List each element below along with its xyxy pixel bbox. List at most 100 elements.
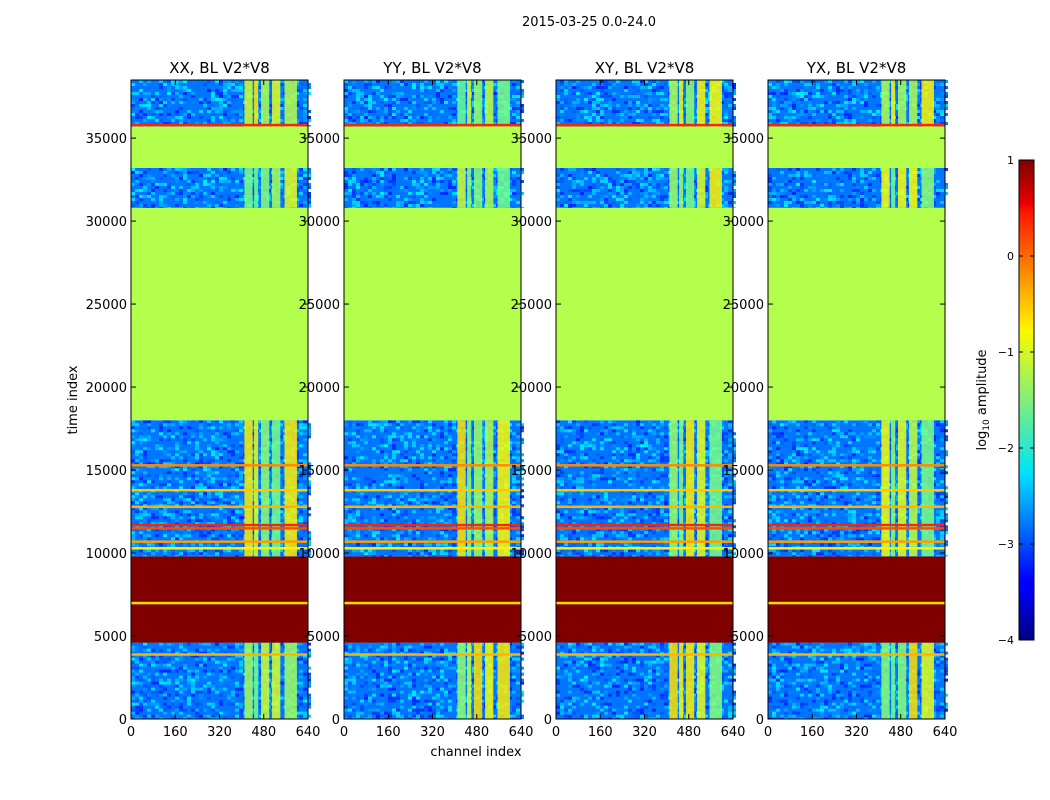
noise-cell xyxy=(384,465,388,469)
noise-cell xyxy=(299,681,303,685)
noise-cell xyxy=(372,507,376,511)
noise-cell xyxy=(424,543,428,547)
noise-cell xyxy=(211,438,215,442)
noise-cell xyxy=(492,528,496,532)
noise-cell xyxy=(139,197,143,201)
noise-cell xyxy=(432,182,436,186)
noise-cell xyxy=(163,552,167,556)
noise-cell xyxy=(440,711,444,715)
noise-cell xyxy=(372,80,376,83)
noise-cell xyxy=(388,188,392,192)
noise-cell xyxy=(512,80,516,83)
noise-cell xyxy=(412,429,416,433)
noise-cell xyxy=(151,191,155,195)
noise-cell xyxy=(231,122,235,125)
noise-cell xyxy=(147,519,151,523)
x-tick-label: 0 xyxy=(127,725,135,740)
noise-cell xyxy=(155,474,159,478)
noise-cell xyxy=(364,206,368,208)
noise-cell xyxy=(344,516,348,520)
noise-cell xyxy=(211,191,215,195)
noise-cell xyxy=(368,654,372,658)
noise-cell xyxy=(464,459,468,463)
noise-cell xyxy=(187,681,191,685)
noise-cell xyxy=(307,486,311,490)
noise-cell xyxy=(167,693,171,697)
noise-cell xyxy=(147,672,151,676)
noise-cell xyxy=(279,119,283,122)
noise-cell xyxy=(516,107,520,110)
noise-cell xyxy=(227,176,231,180)
noise-cell xyxy=(396,516,400,520)
noise-cell xyxy=(251,486,255,490)
noise-cell xyxy=(392,80,396,83)
noise-cell xyxy=(175,119,179,122)
noise-cell xyxy=(372,182,376,186)
noise-cell xyxy=(147,477,151,481)
noise-cell xyxy=(424,666,428,670)
noise-cell xyxy=(448,438,452,442)
noise-cell xyxy=(424,83,428,86)
noise-cell xyxy=(307,684,311,688)
noise-cell xyxy=(179,194,183,198)
noise-cell xyxy=(512,98,516,101)
noise-cell xyxy=(279,200,283,204)
noise-cell xyxy=(344,173,348,177)
noise-cell xyxy=(424,191,428,195)
noise-cell xyxy=(368,185,372,189)
noise-cell xyxy=(187,702,191,706)
rfi-band xyxy=(254,642,259,719)
noise-cell xyxy=(239,197,243,201)
noise-cell xyxy=(508,179,512,183)
noise-cell xyxy=(436,95,440,98)
noise-cell xyxy=(508,684,512,688)
noise-cell xyxy=(360,438,364,442)
noise-cell xyxy=(452,194,456,198)
rfi-band xyxy=(284,80,297,127)
noise-cell xyxy=(508,519,512,523)
noise-cell xyxy=(219,534,223,538)
noise-cell xyxy=(175,684,179,688)
noise-cell xyxy=(368,549,372,553)
noise-cell xyxy=(512,170,516,174)
noise-cell xyxy=(416,95,420,98)
noise-cell xyxy=(251,672,255,676)
noise-cell xyxy=(400,435,404,439)
noise-cell xyxy=(215,537,219,541)
noise-cell xyxy=(203,687,207,691)
noise-cell xyxy=(344,191,348,195)
noise-cell xyxy=(139,669,143,673)
noise-cell xyxy=(207,465,211,469)
noise-cell xyxy=(143,555,147,557)
noise-cell xyxy=(344,176,348,180)
noise-cell xyxy=(231,83,235,86)
noise-cell xyxy=(207,173,211,177)
noise-cell xyxy=(167,663,171,667)
noise-cell xyxy=(299,459,303,463)
noise-cell xyxy=(159,663,163,667)
noise-cell xyxy=(400,459,404,463)
noise-cell xyxy=(416,176,420,180)
noise-cell xyxy=(199,453,203,457)
noise-cell xyxy=(512,182,516,186)
noise-cell xyxy=(508,552,512,556)
noise-cell xyxy=(187,507,191,511)
noise-cell xyxy=(380,194,384,198)
noise-cell xyxy=(388,483,392,487)
noise-cell xyxy=(303,672,307,676)
noise-cell xyxy=(219,456,223,460)
noise-cell xyxy=(348,191,352,195)
noise-cell xyxy=(360,95,364,98)
noise-cell xyxy=(360,711,364,715)
noise-cell xyxy=(516,444,520,448)
noise-cell xyxy=(368,708,372,712)
noise-cell xyxy=(420,501,424,505)
noise-cell xyxy=(380,519,384,523)
noise-cell xyxy=(223,435,227,439)
noise-cell xyxy=(344,507,348,511)
noise-cell xyxy=(179,122,183,125)
noise-cell xyxy=(440,687,444,691)
noise-cell xyxy=(444,690,448,694)
noise-cell xyxy=(348,510,352,514)
noise-cell xyxy=(512,459,516,463)
